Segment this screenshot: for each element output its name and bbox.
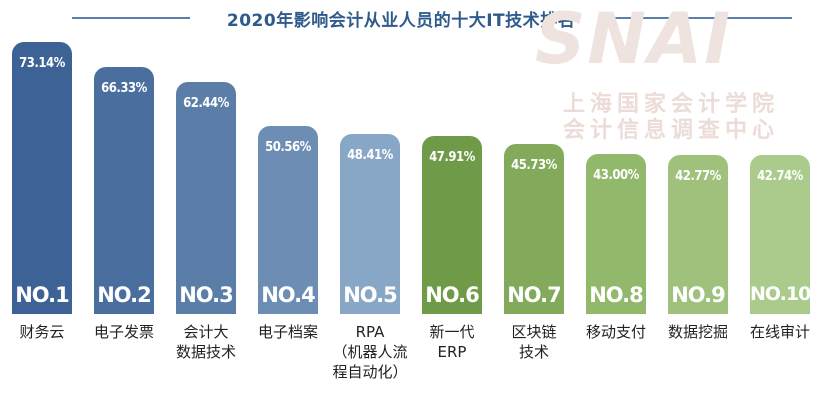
bar-rank-label-9: NO.9 <box>671 283 726 307</box>
bar-5 <box>340 133 400 314</box>
bar-value-label-7: 45.73% <box>511 157 557 173</box>
bar-value-label-9: 42.77% <box>675 168 721 184</box>
bar-value-label-2: 66.33% <box>101 81 147 97</box>
bar-10 <box>750 155 810 314</box>
category-label-8: 移动支付 <box>585 323 646 341</box>
bar-rank-label-2: NO.2 <box>97 283 152 307</box>
watermark-line-2: 会计信息调查中心 <box>563 118 780 143</box>
bar-value-label-6: 47.91% <box>429 149 475 165</box>
bar-4 <box>258 125 318 314</box>
bar-value-label-10: 42.74% <box>757 169 803 185</box>
bar-value-label-5: 48.41% <box>347 147 393 163</box>
bar-rank-label-3: NO.3 <box>179 283 234 307</box>
category-label-2: 电子发票 <box>93 323 154 341</box>
title-line-left <box>72 17 190 19</box>
bar-1 <box>12 42 72 314</box>
bar-rank-label-8: NO.8 <box>589 283 644 307</box>
category-label-4: 电子档案 <box>257 323 318 341</box>
bar-value-label-4: 50.56% <box>265 139 311 155</box>
bar-9 <box>668 154 728 314</box>
bar-rank-label-7: NO.7 <box>507 283 562 307</box>
bar-value-label-3: 62.44% <box>183 95 229 111</box>
bar-8 <box>586 154 646 314</box>
bar-2 <box>94 67 154 314</box>
bar-rank-label-10: NO.10 <box>750 283 811 305</box>
bar-7 <box>504 143 564 314</box>
bar-value-label-1: 73.14% <box>19 56 65 71</box>
watermark-line-1: 上海国家会计学院 <box>563 92 780 117</box>
category-label-1: 财务云 <box>19 323 65 341</box>
bar-rank-label-6: NO.6 <box>425 283 480 307</box>
category-label-10: 在线审计 <box>749 323 810 341</box>
bar-rank-label-5: NO.5 <box>343 283 398 307</box>
bar-6 <box>422 135 482 314</box>
bar-value-label-8: 43.00% <box>593 168 639 184</box>
title-line-right <box>612 17 792 19</box>
category-label-6: 新一代 ERP <box>429 323 475 361</box>
bar-rank-label-1: NO.1 <box>15 283 70 307</box>
category-label-5: RPA （机器人流 程自动化） <box>332 323 408 381</box>
category-label-9: 数据挖掘 <box>667 323 728 341</box>
category-label-7: 区块链 技术 <box>511 323 557 361</box>
category-label-3: 会计大 数据技术 <box>175 323 236 361</box>
chart-title: 2020年影响会计从业人员的十大IT技术排名 <box>226 11 576 31</box>
bar-rank-label-4: NO.4 <box>261 283 316 307</box>
bar-3 <box>176 81 236 314</box>
